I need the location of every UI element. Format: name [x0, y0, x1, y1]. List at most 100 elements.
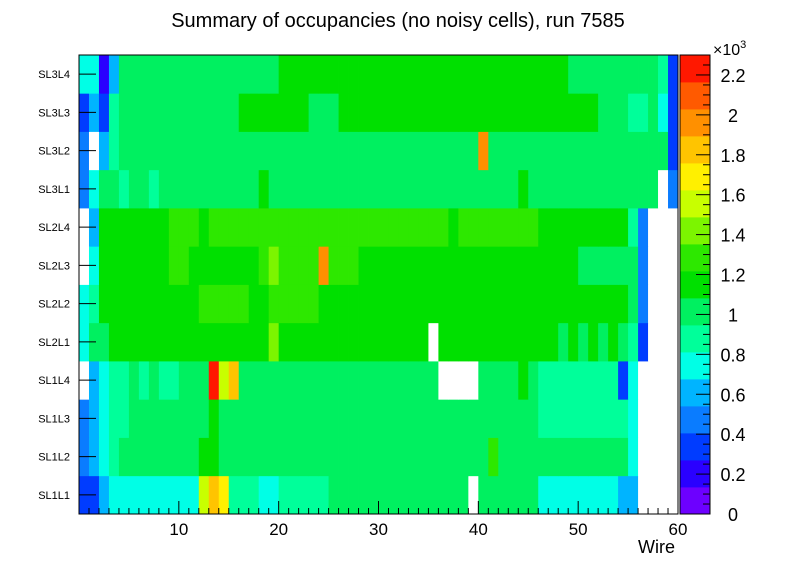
heatmap-cell: [278, 246, 290, 285]
heatmap-cell: [588, 475, 599, 515]
heatmap-cell: [178, 284, 190, 324]
heatmap-cell: [478, 55, 489, 94]
heatmap-cell: [658, 246, 669, 285]
heatmap-cell: [228, 93, 240, 132]
color-scale-label: 0.6: [720, 385, 745, 405]
heatmap-cell: [348, 131, 359, 171]
heatmap-cell: [118, 475, 130, 515]
color-scale-label: 1.4: [720, 226, 745, 246]
heatmap-cell: [478, 246, 489, 285]
heatmap-cell: [228, 437, 240, 477]
heatmap-cell: [178, 475, 190, 515]
heatmap-cell: [308, 93, 319, 132]
heatmap-cell: [658, 322, 669, 362]
heatmap-cell: [238, 437, 250, 477]
heatmap-cell: [518, 399, 529, 438]
heatmap-cell: [388, 208, 399, 247]
heatmap-cell: [188, 399, 200, 438]
heatmap-cell: [158, 361, 170, 400]
heatmap-cell: [248, 208, 260, 247]
heatmap-cell: [488, 361, 499, 400]
heatmap-cell: [198, 322, 210, 362]
heatmap-cell: [318, 208, 329, 247]
heatmap-cell: [128, 322, 140, 362]
heatmap-cell: [218, 475, 230, 515]
heatmap-cell: [398, 208, 409, 247]
heatmap-cell: [488, 55, 499, 94]
heatmap-cell: [128, 93, 140, 132]
heatmap-cell: [148, 169, 160, 209]
heatmap-cell: [338, 361, 349, 400]
color-scale-label: 1.6: [720, 186, 745, 206]
heatmap-cell: [668, 437, 679, 477]
heatmap-cell: [548, 55, 559, 94]
heatmap-cell: [118, 322, 130, 362]
heatmap-cell: [148, 361, 160, 400]
heatmap-cell: [148, 131, 160, 171]
heatmap-cell: [258, 169, 270, 209]
heatmap-cell: [658, 93, 669, 132]
heatmap-cell: [488, 246, 499, 285]
x-axis-label: Wire: [638, 537, 675, 557]
heatmap-cell: [98, 93, 110, 132]
heatmap-cell: [608, 169, 619, 209]
color-scale-segment: [680, 352, 710, 380]
heatmap-cell: [528, 437, 539, 477]
heatmap-cell: [388, 437, 399, 477]
heatmap-cell: [508, 169, 519, 209]
heatmap-cell: [138, 55, 150, 94]
heatmap-cell: [328, 361, 339, 400]
heatmap-cell: [478, 208, 489, 247]
heatmap-cell: [198, 284, 210, 324]
heatmap-cell: [548, 169, 559, 209]
heatmap-cell: [628, 131, 639, 171]
heatmap-cell: [408, 246, 419, 285]
heatmap-cell: [198, 399, 210, 438]
heatmap-cell: [508, 55, 519, 94]
heatmap-cell: [388, 169, 399, 209]
heatmap-cell: [648, 93, 659, 132]
heatmap-cell: [448, 322, 459, 362]
heatmap-cell: [648, 246, 659, 285]
heatmap-cell: [668, 131, 679, 171]
heatmap-cell: [188, 131, 200, 171]
heatmap-cell: [438, 246, 449, 285]
heatmap-cell: [258, 284, 270, 324]
heatmap-cell: [658, 361, 669, 400]
heatmap-cell: [588, 361, 599, 400]
heatmap-cell: [228, 131, 240, 171]
y-tick-label: SL3L4: [38, 69, 70, 81]
heatmap-cell: [248, 93, 260, 132]
heatmap-cell: [178, 169, 190, 209]
heatmap-cell: [288, 475, 300, 515]
heatmap-cell: [668, 399, 679, 438]
heatmap-cell: [468, 322, 479, 362]
heatmap-cell: [368, 169, 379, 209]
heatmap-cell: [538, 246, 549, 285]
heatmap-cell: [518, 246, 529, 285]
heatmap-cell: [218, 361, 230, 400]
heatmap-cell: [188, 93, 200, 132]
heatmap-cell: [338, 246, 349, 285]
heatmap-cell: [98, 55, 110, 94]
heatmap-cell: [168, 55, 180, 94]
heatmap-cell: [458, 169, 469, 209]
heatmap-cell: [648, 437, 659, 477]
heatmap-cell: [638, 284, 649, 324]
heatmap-cell: [208, 93, 220, 132]
heatmap-cell: [248, 437, 260, 477]
heatmap-cell: [158, 475, 170, 515]
heatmap-cell: [418, 208, 429, 247]
heatmap-cell: [318, 246, 329, 285]
heatmap-cell: [618, 55, 629, 94]
heatmap-cell: [498, 246, 509, 285]
heatmap-cell: [578, 322, 589, 362]
heatmap-cell: [448, 284, 459, 324]
heatmap-cell: [638, 93, 649, 132]
heatmap-cell: [618, 475, 629, 515]
heatmap-cell: [98, 131, 110, 171]
heatmap-cell: [358, 437, 369, 477]
heatmap-cell: [398, 93, 409, 132]
heatmap-cell: [578, 361, 589, 400]
heatmap-cell: [608, 437, 619, 477]
